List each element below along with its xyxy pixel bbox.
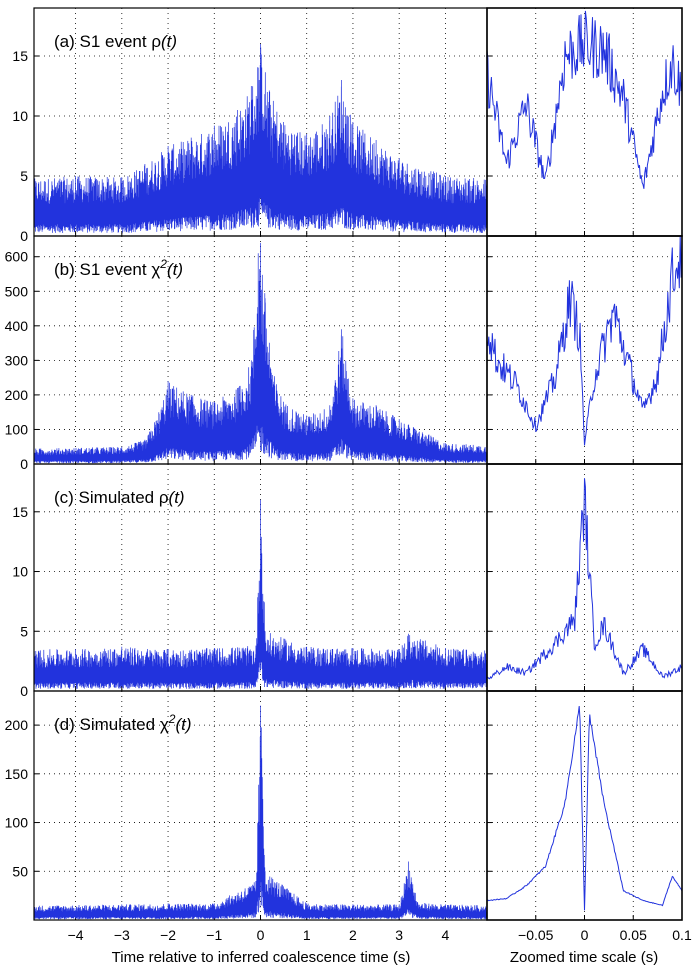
axes-frame-zoom: [486, 690, 683, 921]
ytick-label: 0: [20, 456, 28, 472]
xtick-label-full: 3: [395, 927, 403, 943]
ytick-label: 10: [12, 564, 28, 580]
xtick-label-full: 1: [303, 927, 311, 943]
xlabel-full: Time relative to inferred coalescence ti…: [112, 949, 411, 966]
ytick-label: 400: [5, 318, 29, 334]
ytick-label: 300: [5, 352, 29, 368]
series-full-trace: [34, 499, 487, 689]
xtick-label-full: −3: [114, 927, 130, 943]
series-zoom-trace: [487, 478, 682, 680]
ytick-label: 0: [20, 228, 28, 244]
ytick-label: 5: [20, 168, 28, 184]
series-zoom-trace: [487, 705, 682, 911]
panel-title: (c) Simulated ρ(t): [54, 488, 185, 507]
xtick-label-full: 4: [441, 927, 449, 943]
ytick-label: 10: [12, 108, 28, 124]
ytick-label: 200: [5, 387, 29, 403]
ytick-label: 100: [5, 815, 29, 831]
series-zoom-trace: [487, 236, 682, 446]
series-full-trace: [34, 705, 487, 920]
xtick-label-full: 0: [257, 927, 265, 943]
ytick-label: 0: [20, 683, 28, 699]
series-zoom-trace: [487, 10, 682, 189]
series-full-trace: [34, 44, 487, 234]
ytick-label: 5: [20, 623, 28, 639]
xtick-label-zoom: 0: [581, 927, 589, 943]
xtick-label-zoom: −0.05: [518, 927, 554, 943]
panel-d: −4 −3 −2 −1 0 1 2 3 4 50 100 150 200 −0.05 0 0.05 0.1 (d)…: [5, 690, 692, 943]
panel-b: 0 100 200 300 400 500 600 (b) S1 event χ2(t): [5, 235, 683, 472]
ytick-label: 150: [5, 766, 29, 782]
xtick-label-zoom: 0.05: [620, 927, 647, 943]
xtick-label-zoom: 0.1: [672, 927, 692, 943]
panel-c: 0 5 10 15 (c) Simulated ρ(t): [12, 463, 683, 699]
ytick-label: 15: [12, 48, 28, 64]
ytick-label: 200: [5, 717, 29, 733]
panel-title: (d) Simulated χ2(t): [54, 712, 192, 734]
xtick-label-full: −2: [160, 927, 176, 943]
xlabel-zoom: Zoomed time scale (s): [510, 949, 658, 966]
ytick-label: 600: [5, 249, 29, 265]
ytick-label: 100: [5, 421, 29, 437]
series-full-trace: [34, 242, 487, 464]
xtick-label-full: −1: [206, 927, 222, 943]
xtick-label-full: 2: [349, 927, 357, 943]
panel-a: 0 5 10 15 (a) S1 event ρ(t): [12, 7, 683, 244]
panel-title: (a) S1 event ρ(t): [54, 32, 177, 51]
ytick-label: 500: [5, 283, 29, 299]
ytick-label: 50: [12, 863, 28, 879]
panel-title: (b) S1 event χ2(t): [54, 257, 183, 279]
xtick-label-full: −4: [68, 927, 84, 943]
ytick-label: 15: [12, 504, 28, 520]
